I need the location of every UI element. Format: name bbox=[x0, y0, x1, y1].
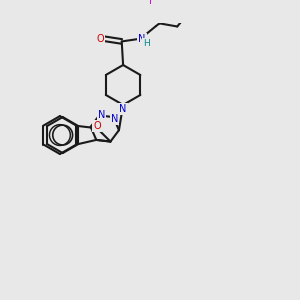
Text: N: N bbox=[138, 34, 146, 44]
Text: H: H bbox=[143, 39, 150, 48]
Text: N: N bbox=[98, 110, 105, 120]
Text: N: N bbox=[111, 114, 118, 124]
Text: N: N bbox=[119, 104, 127, 114]
Text: F: F bbox=[149, 0, 155, 6]
Text: O: O bbox=[93, 121, 101, 131]
Text: O: O bbox=[97, 34, 104, 44]
